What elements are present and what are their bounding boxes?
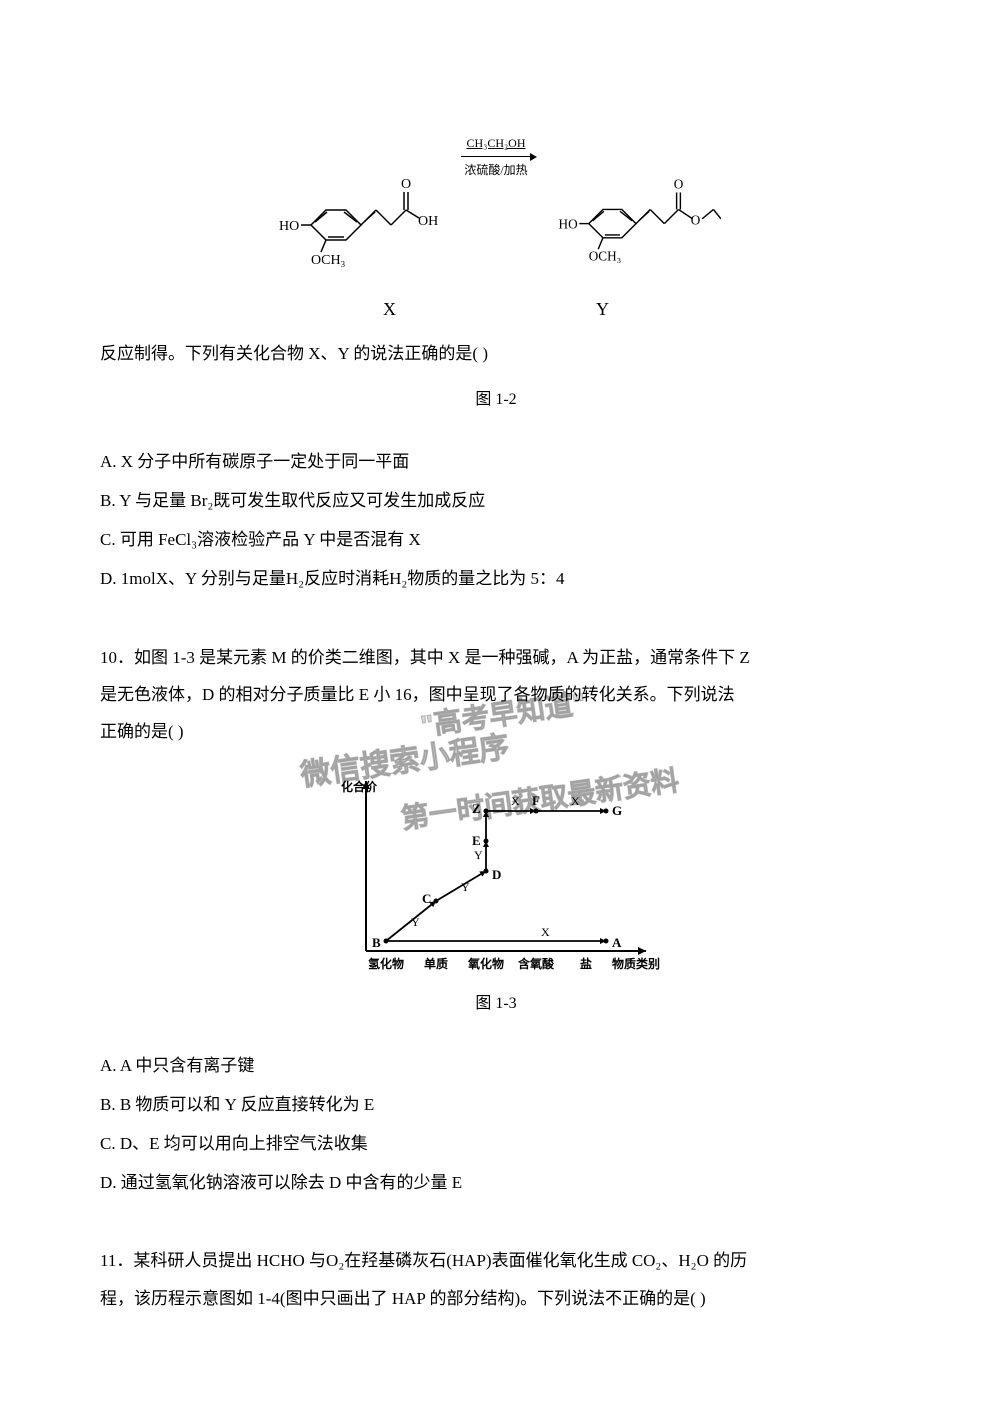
- svg-text:O: O: [691, 213, 701, 228]
- q10-option-d: D. 通过氢氧化钠溶液可以除去 D 中含有的少量 E: [100, 1163, 892, 1202]
- q11-stem: 11．某科研人员提出 HCHO 与O₂在羟基磷灰石(HAP)表面催化氧化生成 C…: [100, 1242, 892, 1317]
- svg-text:OCH₃: OCH₃: [589, 248, 622, 263]
- svg-text:A: A: [612, 935, 622, 950]
- q10-diagram: 化合价氢化物 单质 氧化物含氧酸 盐 物质类别 B C D E Z F G A Y Y Y X X X: [100, 771, 892, 981]
- q10-line2: 是无色液体，D 的相对分子质量比 E 小 16，图中呈现了各物质的转化关系。下列…: [100, 676, 892, 713]
- svg-text:G: G: [612, 803, 622, 818]
- molecule-y: HO OCH₃ O O: [551, 130, 721, 270]
- q9-continue-text: 反应制得。下列有关化合物 X、Y 的说法正确的是( ): [100, 335, 892, 372]
- oh-label: OH: [418, 214, 438, 229]
- svg-text:X: X: [571, 794, 580, 808]
- figure-1-3-caption: 图 1-3: [100, 986, 892, 1021]
- svg-text:Y: Y: [474, 848, 483, 862]
- svg-text:D: D: [492, 867, 501, 882]
- q10-options: A. A 中只含有离子键 B. B 物质可以和 Y 反应直接转化为 E C. D…: [100, 1046, 892, 1202]
- reaction-arrow: CH₃CH₂OH 浓硫酸/加热: [441, 130, 551, 209]
- svg-text:X: X: [511, 794, 520, 808]
- arrow-bottom-text: 浓硫酸/加热: [464, 157, 527, 183]
- ho-label: HO: [279, 219, 299, 234]
- svg-text:化合价: 化合价: [341, 779, 378, 794]
- svg-text:C: C: [422, 891, 431, 906]
- svg-text:O: O: [674, 177, 684, 192]
- svg-text:单质: 单质: [424, 956, 448, 971]
- svg-text:盐: 盐: [580, 956, 592, 971]
- svg-text:E: E: [472, 833, 481, 848]
- q11-line2: 程，该历程示意图如 1-4(图中只画出了 HAP 的部分结构)。下列说法不正确的…: [100, 1280, 892, 1317]
- label-y: Y: [596, 290, 609, 330]
- q10-option-a: A. A 中只含有离子键: [100, 1046, 892, 1085]
- q10-line3: 正确的是( ): [100, 713, 892, 750]
- svg-text:Y: Y: [461, 880, 470, 894]
- svg-text:HO: HO: [559, 216, 578, 231]
- label-x: X: [383, 290, 396, 330]
- q11-line1: 11．某科研人员提出 HCHO 与O₂在羟基磷灰石(HAP)表面催化氧化生成 C…: [100, 1242, 892, 1279]
- arrow-top-text: CH₃CH₂OH: [466, 130, 525, 156]
- q9-option-b: B. Y 与足量 Br₂既可发生取代反应又可发生加成反应: [100, 481, 892, 520]
- q10-option-c: C. D、E 均可以用向上排空气法收集: [100, 1124, 892, 1163]
- q10-stem: "高考早知道" 微信搜索小程序 第一时间获取最新资料 10．如图 1-3 是某元…: [100, 639, 892, 751]
- q10-line1: 10．如图 1-3 是某元素 M 的价类二维图，其中 X 是一种强碱，A 为正盐…: [100, 639, 892, 676]
- och3-label: OCH₃: [311, 253, 346, 268]
- svg-text:氢化物: 氢化物: [368, 956, 404, 971]
- molecule-x: HO OCH₃ O OH: [271, 130, 441, 270]
- figure-1-2-caption: 图 1-2: [100, 382, 892, 417]
- svg-text:含氧酸: 含氧酸: [518, 956, 555, 971]
- svg-text:Y: Y: [411, 915, 420, 929]
- svg-text:Z: Z: [472, 801, 481, 816]
- q9-options: A. X 分子中所有碳原子一定处于同一平面 B. Y 与足量 Br₂既可发生取代…: [100, 442, 892, 598]
- svg-text:X: X: [541, 925, 550, 939]
- svg-text:O: O: [401, 177, 411, 192]
- q10-option-b: B. B 物质可以和 Y 反应直接转化为 E: [100, 1085, 892, 1124]
- q9-option-d: D. 1molX、Y 分别与足量H₂反应时消耗H₂物质的量之比为 5：4: [100, 559, 892, 598]
- q9-option-a: A. X 分子中所有碳原子一定处于同一平面: [100, 442, 892, 481]
- q9-option-c: C. 可用 FeCl₃溶液检验产品 Y 中是否混有 X: [100, 520, 892, 559]
- q9-chemical-figure: HO OCH₃ O OH CH₃CH₂OH 浓硫酸/加热 HO: [100, 130, 892, 270]
- svg-text:氧化物: 氧化物: [467, 956, 504, 971]
- svg-text:F: F: [532, 793, 540, 808]
- svg-text:物质类别: 物质类别: [612, 956, 660, 971]
- molecule-labels: X Y: [100, 290, 892, 330]
- svg-text:B: B: [372, 935, 381, 950]
